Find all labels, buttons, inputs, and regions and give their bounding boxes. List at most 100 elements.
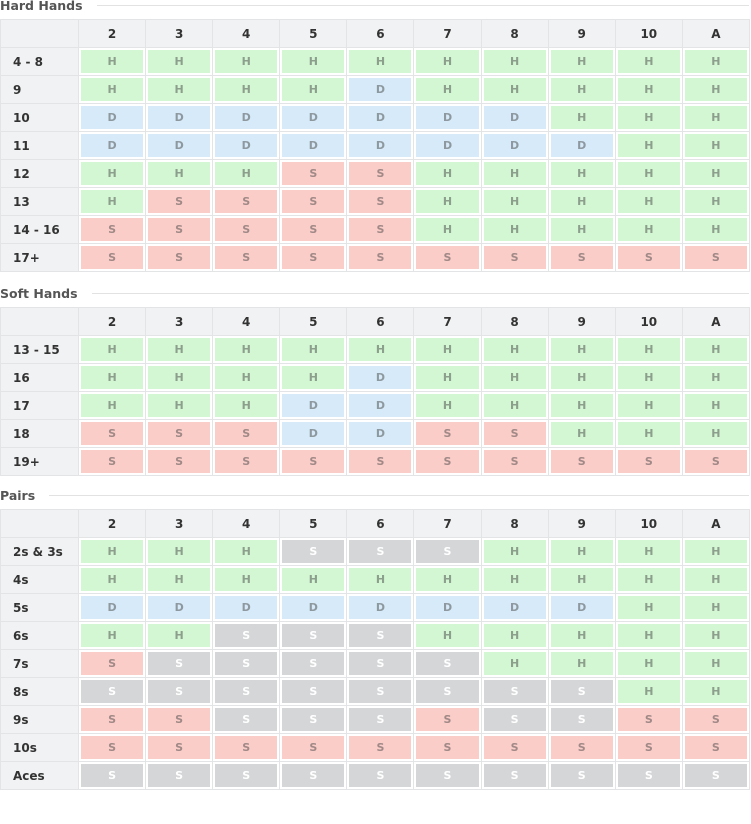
action: H xyxy=(483,162,546,185)
action: S xyxy=(148,218,211,241)
cell: H xyxy=(212,363,281,392)
section-title: Pairs xyxy=(0,487,36,503)
action: H xyxy=(148,394,211,417)
cell: H xyxy=(212,391,281,420)
cell: H xyxy=(614,363,683,392)
action: H xyxy=(81,624,144,647)
cell: H xyxy=(681,649,750,678)
action: H xyxy=(684,394,747,417)
cell: H xyxy=(212,537,281,566)
action: S xyxy=(617,246,680,269)
cell: H xyxy=(614,537,683,566)
action: H xyxy=(282,338,345,361)
action: H xyxy=(617,596,680,619)
action: H xyxy=(483,652,546,675)
action: S xyxy=(349,736,412,759)
row: Aces S S S S S S S S S S xyxy=(0,761,750,790)
cell: D xyxy=(346,391,415,420)
cell: H xyxy=(346,565,415,594)
action: S xyxy=(148,708,211,731)
action: S xyxy=(148,190,211,213)
row: 13 H S S S S H H H H H xyxy=(0,187,750,216)
cell: D xyxy=(145,131,214,160)
cell: S xyxy=(346,537,415,566)
cell: S xyxy=(279,761,348,790)
action: S xyxy=(81,422,144,445)
action: H xyxy=(215,162,278,185)
action: S xyxy=(483,708,546,731)
cell: S xyxy=(279,187,348,216)
action: S xyxy=(282,190,345,213)
corner xyxy=(0,307,79,336)
cell: S xyxy=(480,705,549,734)
cell: S xyxy=(145,761,214,790)
action: H xyxy=(148,540,211,563)
cell: H xyxy=(212,47,281,76)
action: D xyxy=(148,596,211,619)
row: 16 H H H H D H H H H H xyxy=(0,363,750,392)
action: S xyxy=(81,708,144,731)
action: S xyxy=(148,652,211,675)
cell: S xyxy=(614,243,683,272)
action: D xyxy=(81,134,144,157)
cell: H xyxy=(413,159,482,188)
cell: D xyxy=(279,131,348,160)
action: S xyxy=(483,736,546,759)
action: S xyxy=(215,624,278,647)
cell: H xyxy=(681,391,750,420)
cell: S xyxy=(212,649,281,678)
action: H xyxy=(684,596,747,619)
action: S xyxy=(349,652,412,675)
row: 11 D D D D D D D D H H xyxy=(0,131,750,160)
action: S xyxy=(215,708,278,731)
cell: S xyxy=(480,677,549,706)
column-header: 3 xyxy=(145,509,214,538)
row-label: 17 xyxy=(0,391,79,420)
action: D xyxy=(282,134,345,157)
action: D xyxy=(550,134,613,157)
cell: S xyxy=(681,733,750,762)
action: H xyxy=(483,366,546,389)
action: H xyxy=(81,366,144,389)
cell: S xyxy=(77,705,147,734)
cell: H xyxy=(346,335,415,364)
header-row: 2 3 4 5 6 7 8 9 10 A xyxy=(0,307,750,336)
column-header: 7 xyxy=(413,19,482,48)
action: D xyxy=(282,422,345,445)
cell: H xyxy=(279,565,348,594)
cell: S xyxy=(279,621,348,650)
cell: H xyxy=(77,75,147,104)
action: S xyxy=(148,422,211,445)
cell: H xyxy=(77,621,147,650)
cell: S xyxy=(279,733,348,762)
cell: H xyxy=(614,159,683,188)
cell: H xyxy=(547,621,616,650)
cell: H xyxy=(614,75,683,104)
action: D xyxy=(215,134,278,157)
action: S xyxy=(282,736,345,759)
cell: S xyxy=(547,733,616,762)
row-label: 4s xyxy=(0,565,79,594)
cell: S xyxy=(346,761,415,790)
cell: S xyxy=(77,447,147,476)
cell: D xyxy=(77,103,147,132)
cell: H xyxy=(413,215,482,244)
cell: H xyxy=(480,335,549,364)
action: H xyxy=(349,50,412,73)
row-label: 9 xyxy=(0,75,79,104)
action: S xyxy=(282,652,345,675)
column-header: 5 xyxy=(279,509,348,538)
cell: S xyxy=(547,243,616,272)
cell: S xyxy=(346,447,415,476)
action: S xyxy=(215,736,278,759)
cell: D xyxy=(413,103,482,132)
action: H xyxy=(684,338,747,361)
column-header: A xyxy=(681,509,750,538)
cell: H xyxy=(77,537,147,566)
cell: H xyxy=(145,159,214,188)
cell: S xyxy=(145,677,214,706)
cell: S xyxy=(413,761,482,790)
column-header: 2 xyxy=(77,307,147,336)
action: H xyxy=(550,190,613,213)
cell: S xyxy=(279,677,348,706)
